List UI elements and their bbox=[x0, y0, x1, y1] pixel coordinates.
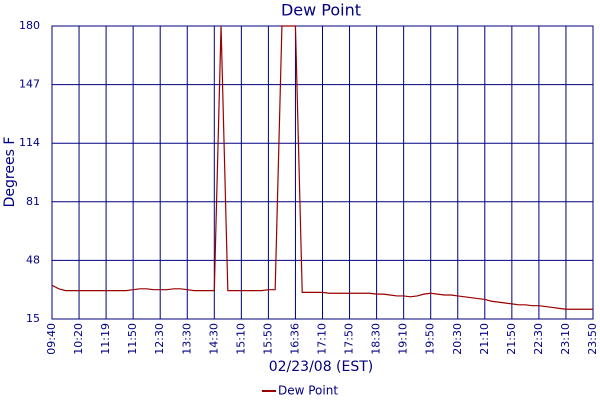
x-tick-label: 09:40 bbox=[45, 323, 58, 355]
x-tick-label: 22:30 bbox=[532, 323, 545, 355]
x-tick-label: 15:50 bbox=[261, 323, 274, 355]
x-tick-label: 19:50 bbox=[424, 323, 437, 355]
x-tick-label: 21:50 bbox=[505, 323, 518, 355]
data-line bbox=[51, 25, 593, 310]
x-tick-label: 23:50 bbox=[586, 323, 599, 355]
y-tick-label: 15 bbox=[26, 312, 40, 325]
x-tick-label: 14:30 bbox=[207, 323, 220, 355]
x-tick-label: 13:30 bbox=[180, 323, 193, 355]
y-tick-label: 180 bbox=[19, 19, 40, 32]
x-tick-label: 23:10 bbox=[559, 323, 572, 355]
x-tick-label: 17:10 bbox=[316, 323, 329, 355]
x-axis-label: 02/23/08 (EST) bbox=[269, 359, 374, 375]
chart-title: Dew Point bbox=[281, 1, 361, 20]
y-tick-label: 48 bbox=[26, 253, 40, 266]
x-tick-label: 19:10 bbox=[397, 323, 410, 355]
x-tick-label: 11:19 bbox=[99, 323, 112, 355]
y-tick-label: 81 bbox=[26, 195, 40, 208]
y-tick-label: 147 bbox=[19, 78, 40, 91]
y-tick-label: 114 bbox=[19, 136, 40, 149]
y-axis-label: Degrees F bbox=[2, 137, 18, 208]
x-tick-label: 11:50 bbox=[126, 323, 139, 355]
x-tick-label: 18:30 bbox=[370, 323, 383, 355]
x-tick-label: 16:36 bbox=[288, 323, 301, 355]
x-tick-label: 15:10 bbox=[234, 323, 247, 355]
x-tick-label: 12:30 bbox=[153, 323, 166, 355]
x-tick-label: 10:20 bbox=[72, 323, 85, 355]
x-tick-label: 21:10 bbox=[478, 323, 491, 355]
x-tick-label: 17:50 bbox=[343, 323, 356, 355]
x-tick-label: 20:30 bbox=[451, 323, 464, 355]
legend-label: Dew Point bbox=[278, 384, 338, 398]
